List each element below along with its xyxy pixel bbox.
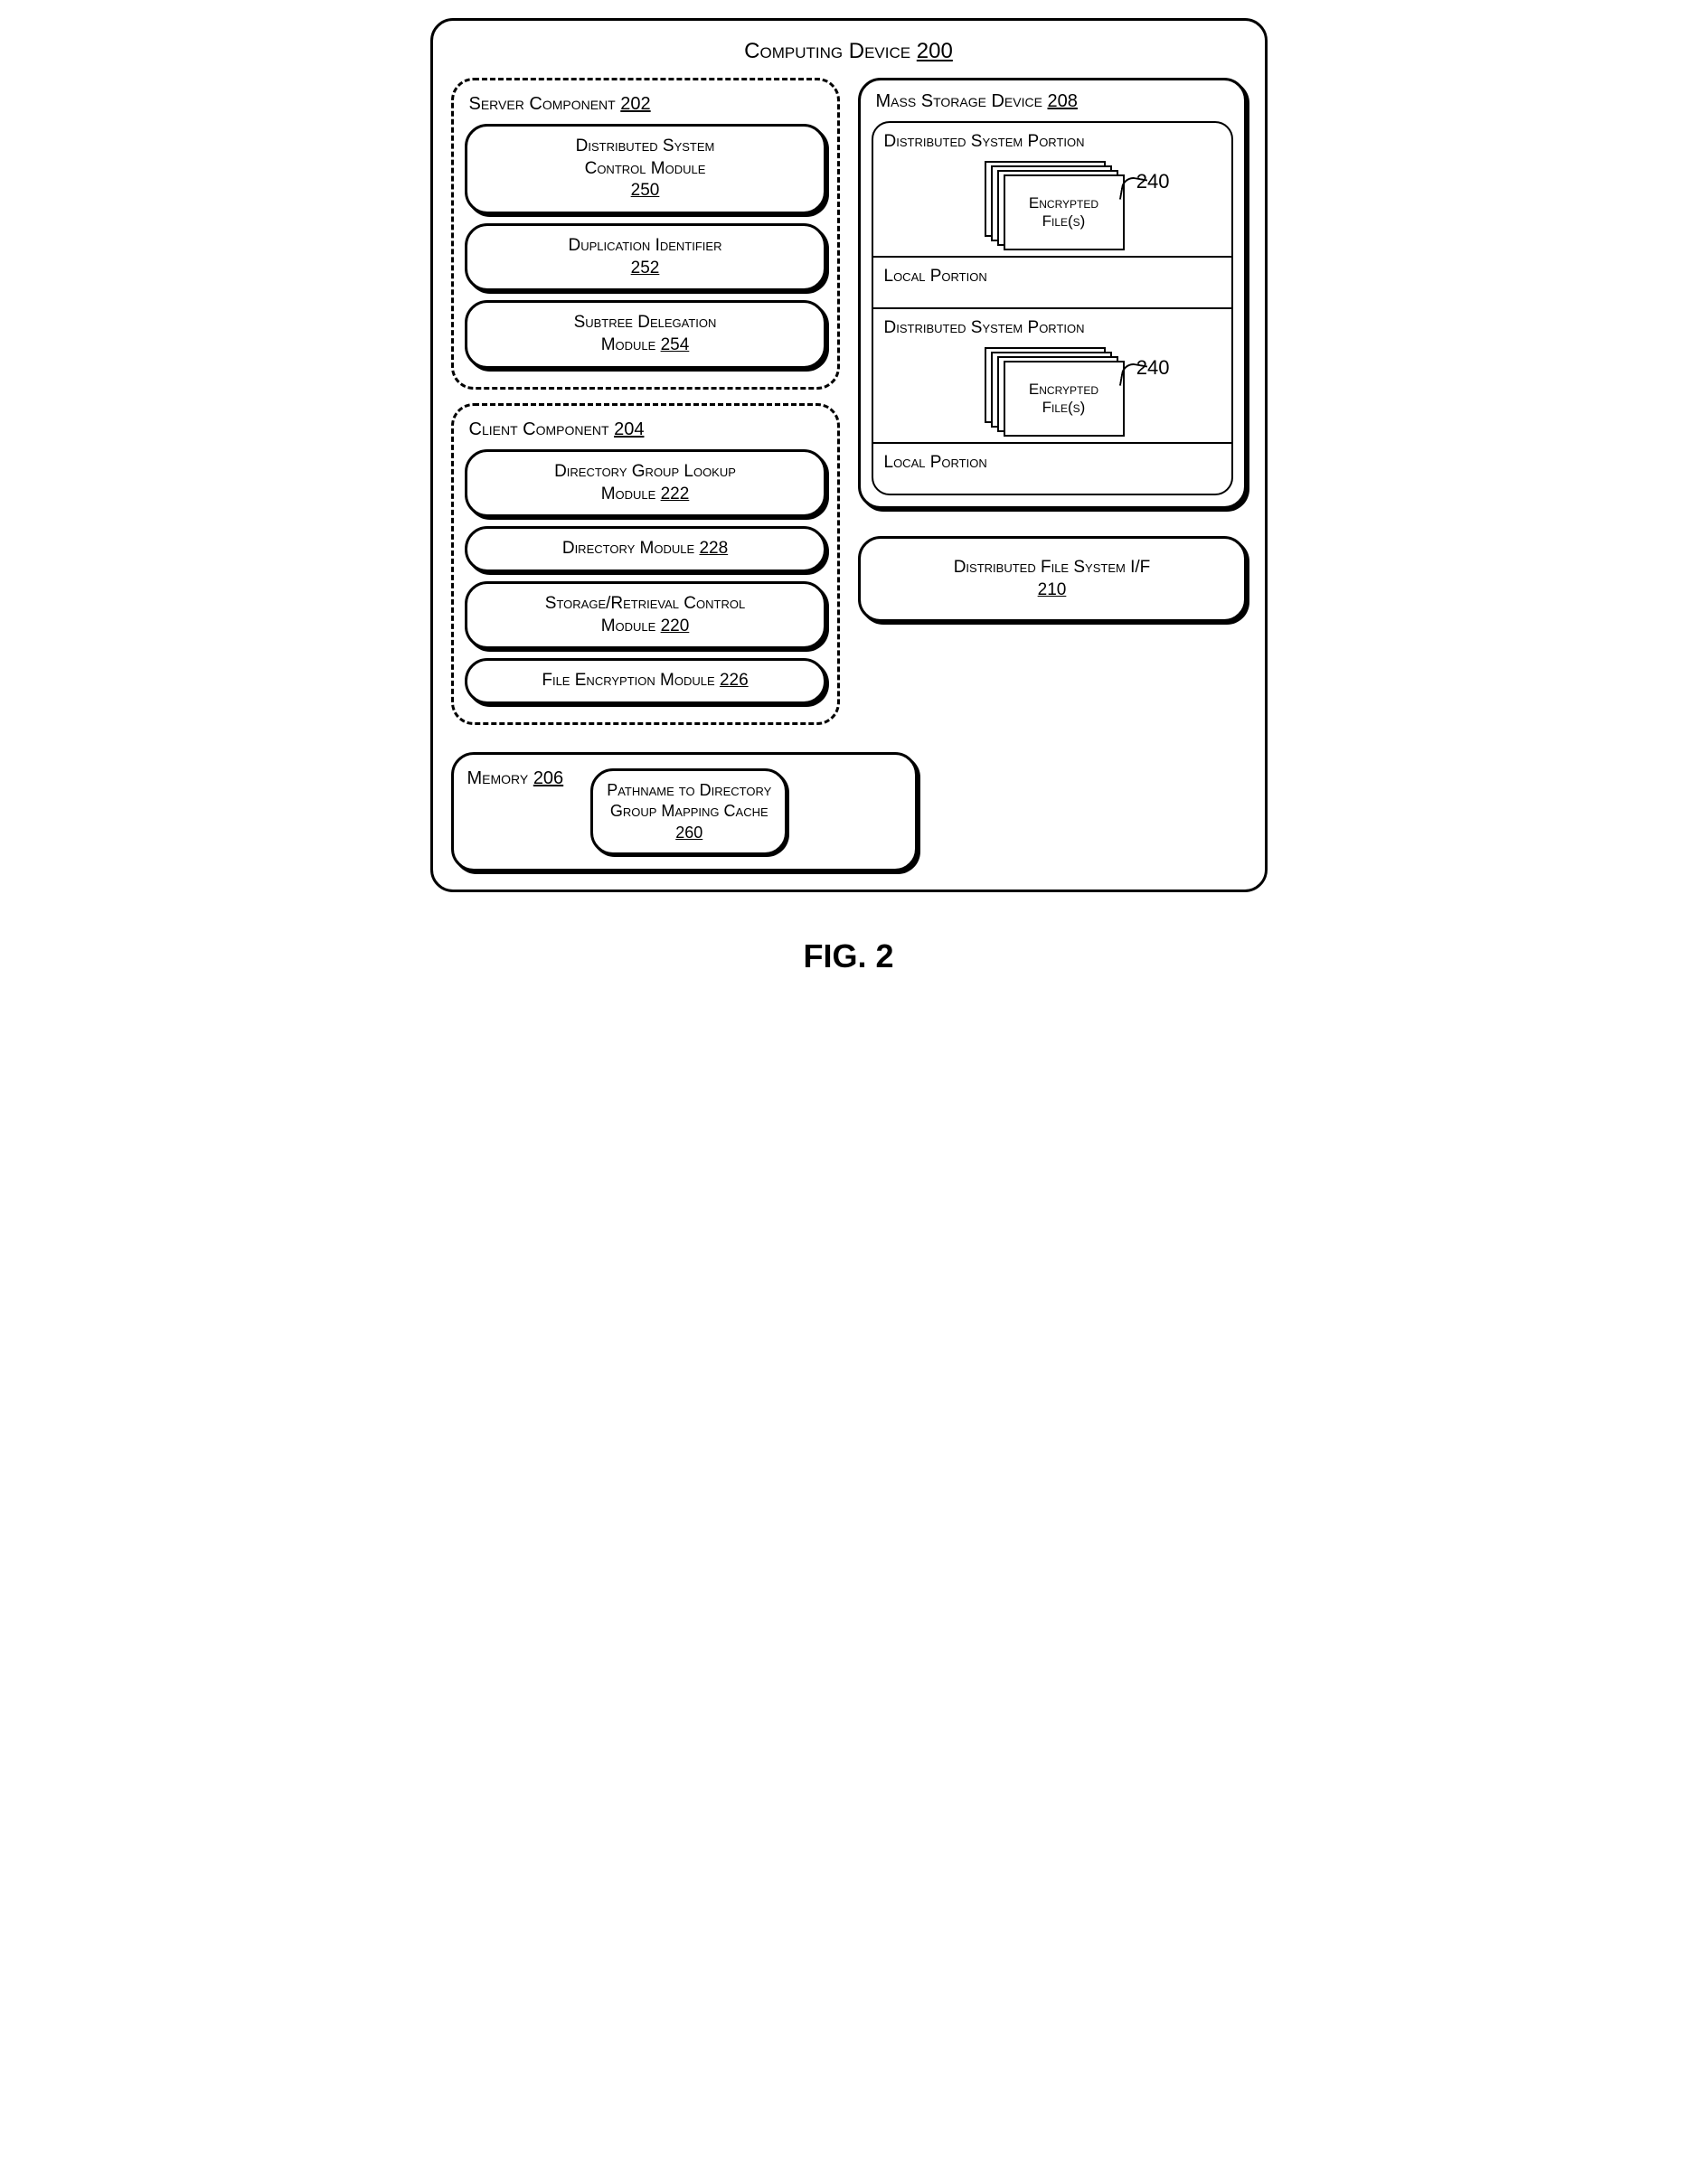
- local-portion-1: Local Portion: [873, 256, 1231, 307]
- module-line: Duplication Identifier: [569, 236, 722, 255]
- directory-group-lookup-module: Directory Group Lookup Module 222: [465, 449, 826, 517]
- client-title: Client Component 204: [469, 419, 826, 440]
- duplication-identifier-module: Duplication Identifier 252: [465, 223, 826, 291]
- module-line: Distributed System: [576, 136, 715, 155]
- cache-l2: Group Mapping Cache: [610, 802, 768, 820]
- module-line: Module: [601, 617, 656, 635]
- file-card-icon: Encrypted File(s): [1004, 174, 1125, 250]
- local-portion-title: Local Portion: [884, 267, 1221, 287]
- dist-portion-2: Distributed System Portion Encrypted Fil…: [873, 307, 1231, 442]
- storage-title-text: Mass Storage Device: [876, 91, 1042, 111]
- file-label-l2: File(s): [1042, 212, 1086, 230]
- left-column: Server Component 202 Distributed System …: [451, 78, 840, 739]
- encrypted-files-label: Encrypted File(s): [1005, 381, 1123, 418]
- module-line: Subtree Delegation: [574, 313, 717, 332]
- device-title: Computing Device 200: [451, 39, 1247, 64]
- dist-system-control-module: Distributed System Control Module 250: [465, 124, 826, 214]
- module-num: 220: [661, 617, 690, 635]
- file-encryption-module: File Encryption Module 226: [465, 658, 826, 704]
- module-line: Control Module: [585, 159, 706, 178]
- callout-240: 240: [1136, 170, 1170, 193]
- server-title-text: Server Component: [469, 94, 616, 114]
- figure-label: FIG. 2: [18, 937, 1679, 975]
- module-line: File Encryption Module: [542, 671, 714, 690]
- local-portion-title: Local Portion: [884, 453, 1221, 473]
- iface-line: Distributed File System I/F: [954, 558, 1151, 577]
- server-num: 202: [620, 94, 650, 114]
- computing-device-frame: Computing Device 200 Server Component 20…: [430, 18, 1268, 892]
- memory-box: Memory 206 Pathname to Directory Group M…: [451, 752, 918, 871]
- module-line: Directory Module: [562, 539, 694, 558]
- file-label-l1: Encrypted: [1029, 381, 1098, 398]
- storage-title: Mass Storage Device 208: [876, 91, 1233, 112]
- module-num: 228: [699, 539, 728, 558]
- mass-storage-device: Mass Storage Device 208 Distributed Syst…: [858, 78, 1247, 509]
- subtree-delegation-module: Subtree Delegation Module 254: [465, 300, 826, 368]
- memory-row: Memory 206 Pathname to Directory Group M…: [451, 752, 1247, 871]
- file-stack: Encrypted File(s) 240: [985, 161, 1120, 242]
- storage-retrieval-control-module: Storage/Retrieval Control Module 220: [465, 581, 826, 649]
- dist-portion-1: Distributed System Portion Encrypted Fil…: [873, 123, 1231, 256]
- client-title-text: Client Component: [469, 419, 609, 439]
- file-card-icon: Encrypted File(s): [1004, 361, 1125, 437]
- memory-num: 206: [533, 768, 563, 788]
- distributed-file-system-interface: Distributed File System I/F 210: [858, 536, 1247, 622]
- callout-240: 240: [1136, 356, 1170, 380]
- client-num: 204: [614, 419, 644, 439]
- iface-num: 210: [1038, 580, 1067, 599]
- module-num: 254: [661, 335, 690, 354]
- file-stack: Encrypted File(s) 240: [985, 347, 1120, 428]
- file-label-l1: Encrypted: [1029, 194, 1098, 212]
- storage-num: 208: [1048, 91, 1078, 111]
- device-title-text: Computing Device: [744, 39, 910, 63]
- right-column: Mass Storage Device 208 Distributed Syst…: [858, 78, 1247, 739]
- module-line: Directory Group Lookup: [554, 462, 736, 481]
- module-num: 222: [661, 485, 690, 504]
- local-portion-2: Local Portion: [873, 442, 1231, 494]
- module-num: 250: [631, 181, 660, 200]
- module-line: Storage/Retrieval Control: [545, 594, 745, 613]
- device-num: 200: [917, 39, 953, 63]
- module-num: 226: [720, 671, 749, 690]
- file-label-l2: File(s): [1042, 399, 1086, 416]
- client-component: Client Component 204 Directory Group Loo…: [451, 403, 840, 725]
- pathname-cache-box: Pathname to Directory Group Mapping Cach…: [590, 768, 787, 855]
- file-stack-container: Encrypted File(s) 240: [884, 343, 1221, 433]
- cache-l1: Pathname to Directory: [607, 781, 771, 799]
- server-component: Server Component 202 Distributed System …: [451, 78, 840, 390]
- module-line: Module: [601, 335, 656, 354]
- file-stack-container: Encrypted File(s) 240: [884, 156, 1221, 247]
- server-title: Server Component 202: [469, 94, 826, 115]
- encrypted-files-label: Encrypted File(s): [1005, 194, 1123, 231]
- cache-num: 260: [675, 824, 702, 842]
- directory-module: Directory Module 228: [465, 526, 826, 572]
- dist-portion-title: Distributed System Portion: [884, 318, 1221, 338]
- dist-portion-title: Distributed System Portion: [884, 132, 1221, 152]
- memory-title: Memory 206: [467, 768, 564, 789]
- columns: Server Component 202 Distributed System …: [451, 78, 1247, 739]
- module-line: Module: [601, 485, 656, 504]
- storage-portion-group-1: Distributed System Portion Encrypted Fil…: [872, 121, 1233, 495]
- memory-title-text: Memory: [467, 768, 529, 788]
- module-num: 252: [631, 259, 660, 278]
